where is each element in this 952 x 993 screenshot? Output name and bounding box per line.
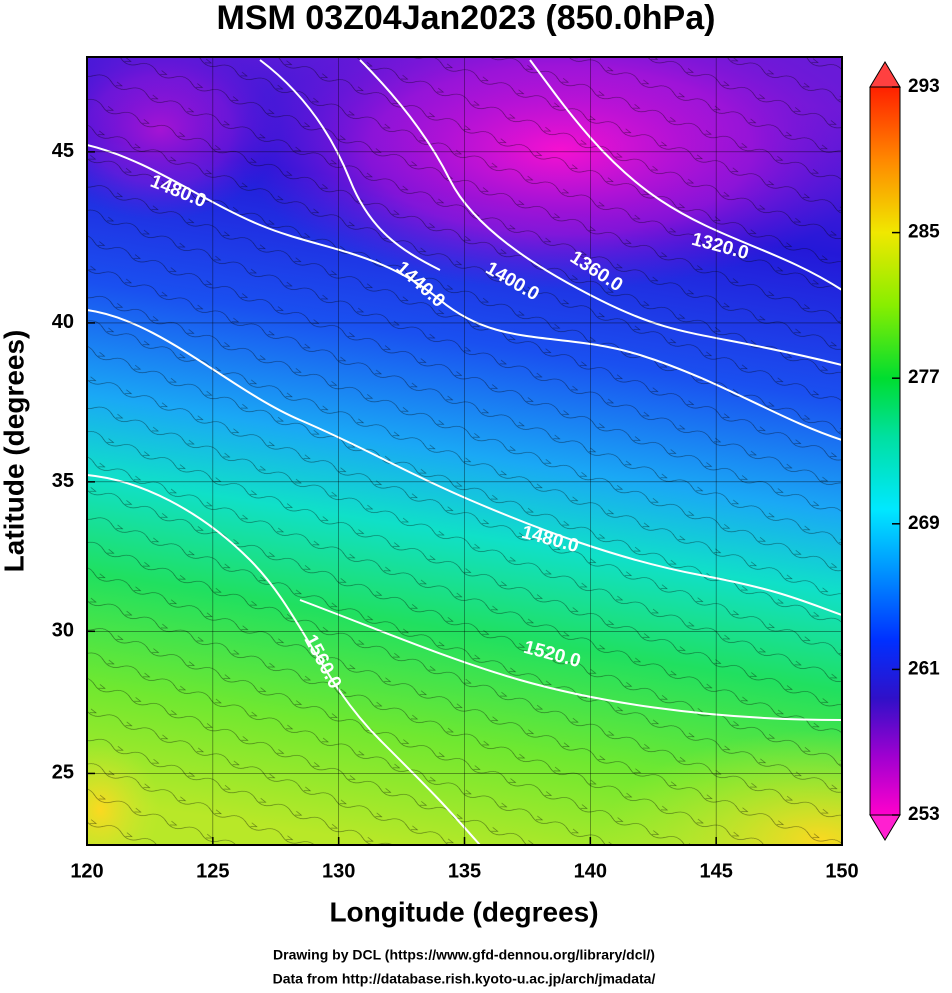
y-tick-label: 25	[52, 762, 74, 784]
map-field	[87, 57, 842, 845]
colorbar-tick-label: 261	[908, 658, 940, 679]
y-tick-label: 30	[52, 620, 74, 642]
colorbar-min-arrow	[869, 814, 901, 841]
colorbar-tick-label: 269	[908, 513, 940, 534]
x-tick-label: 135	[448, 860, 481, 882]
title: MSM 03Z04Jan2023 (850.0hPa)	[217, 0, 716, 37]
x-tick-label: 120	[70, 860, 103, 882]
credit: Drawing by DCL (https://www.gfd-dennou.o…	[273, 947, 655, 963]
x-axis-label: Longitude (degrees)	[329, 896, 598, 927]
colorbar-tick-label: 253	[908, 804, 940, 825]
contours	[87, 59, 842, 845]
x-tick-label: 130	[322, 860, 355, 882]
colorbar-max-arrow	[869, 61, 901, 88]
x-tick-label: 150	[825, 860, 858, 882]
colorbar-tick-label: 293	[908, 76, 940, 97]
x-tick-label: 145	[699, 860, 732, 882]
y-tick-label: 45	[52, 140, 74, 162]
colorbar	[869, 86, 901, 816]
credit: Data from http://database.rish.kyoto-u.a…	[273, 971, 656, 987]
colorbar-tick-label: 277	[908, 367, 940, 388]
y-tick-label: 35	[52, 470, 74, 492]
x-tick-label: 125	[196, 860, 229, 882]
x-tick-label: 140	[574, 860, 607, 882]
y-tick-label: 40	[52, 311, 74, 333]
plot-frame	[86, 56, 843, 846]
colorbar-tick-label: 285	[908, 222, 940, 243]
y-axis-label: Latitude (degrees)	[0, 330, 29, 573]
